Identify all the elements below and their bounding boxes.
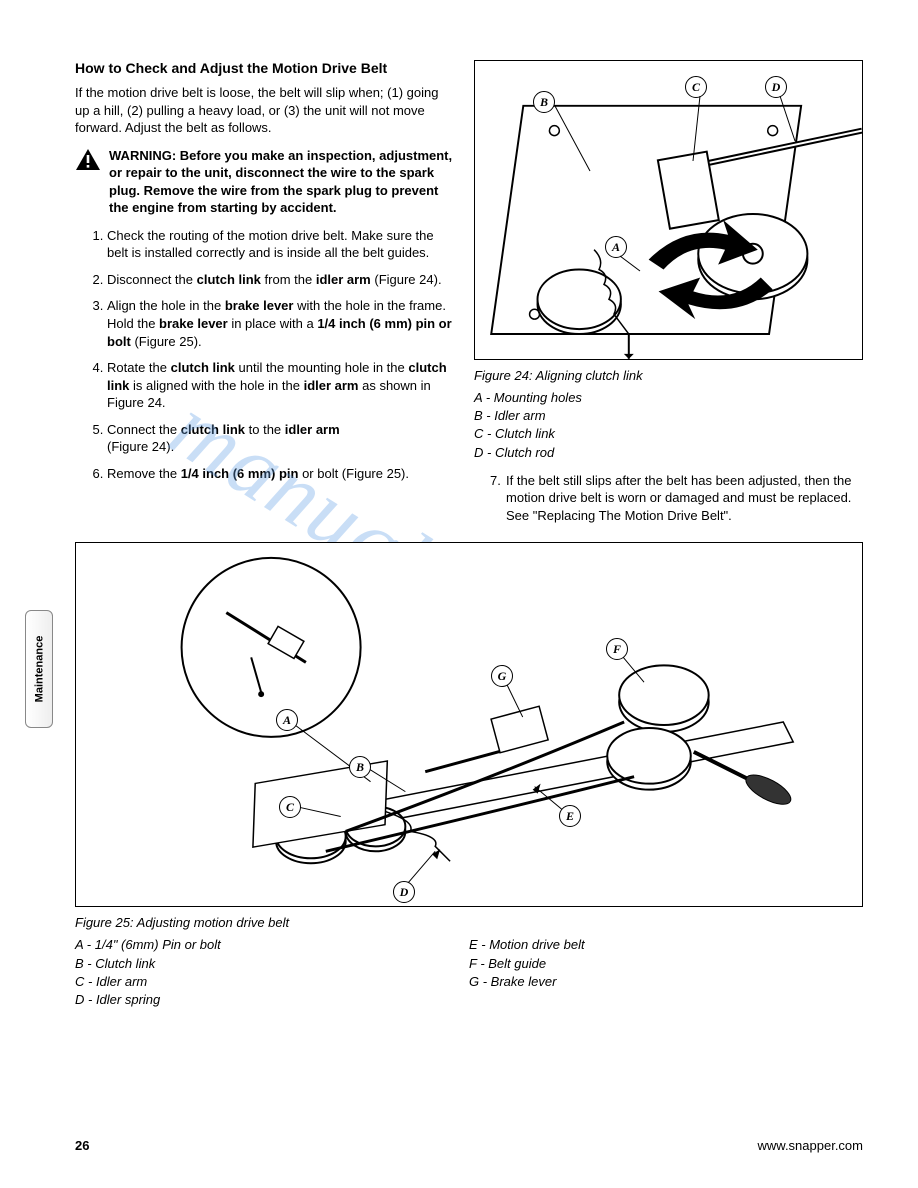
page-footer: 26 www.snapper.com [75, 1138, 863, 1153]
figure-24-caption: Figure 24: Aligning clutch link [474, 368, 863, 383]
step-7: 7.If the belt still slips after the belt… [474, 472, 863, 525]
fig24-callout-b: B [533, 91, 555, 113]
warning-block: WARNING: Before you make an inspection, … [75, 147, 454, 217]
figure-24-box: A B C D [474, 60, 863, 360]
step-6: Remove the 1/4 inch (6 mm) pin or bolt (… [107, 465, 454, 483]
page-number: 26 [75, 1138, 89, 1153]
legend-col-right: E - Motion drive belt F - Belt guide G -… [469, 936, 863, 1009]
figure-25-svg [76, 543, 862, 906]
fig24-callout-a: A [605, 236, 627, 258]
figure-24-legend: A - Mounting holes B - Idler arm C - Clu… [474, 389, 863, 462]
step-4: Rotate the clutch link until the mountin… [107, 359, 454, 412]
fig24-callout-c: C [685, 76, 707, 98]
step-5: Connect the clutch link to the idler arm… [107, 421, 454, 456]
legend-col-left: A - 1/4" (6mm) Pin or bolt B - Clutch li… [75, 936, 469, 1009]
fig24-callout-d: D [765, 76, 787, 98]
warning-icon [75, 148, 101, 171]
section-title: How to Check and Adjust the Motion Drive… [75, 60, 454, 76]
figure-25-legend: A - 1/4" (6mm) Pin or bolt B - Clutch li… [75, 936, 863, 1009]
top-section: How to Check and Adjust the Motion Drive… [75, 60, 863, 524]
side-tab-label: Maintenance [33, 636, 45, 703]
side-tab-maintenance: Maintenance [25, 610, 53, 728]
step-1: Check the routing of the motion drive be… [107, 227, 454, 262]
steps-list: Check the routing of the motion drive be… [75, 227, 454, 483]
footer-url: www.snapper.com [758, 1138, 864, 1153]
intro-paragraph: If the motion drive belt is loose, the b… [75, 84, 454, 137]
left-column: How to Check and Adjust the Motion Drive… [75, 60, 454, 524]
figure-25-box: A B C D E F G [75, 542, 863, 907]
right-column: A B C D Figure 24: Aligning clutch link … [474, 60, 863, 524]
step-2: Disconnect the clutch link from the idle… [107, 271, 454, 289]
warning-text: WARNING: Before you make an inspection, … [109, 147, 454, 217]
figure-25-caption: Figure 25: Adjusting motion drive belt [75, 915, 863, 930]
step-3: Align the hole in the brake lever with t… [107, 297, 454, 350]
